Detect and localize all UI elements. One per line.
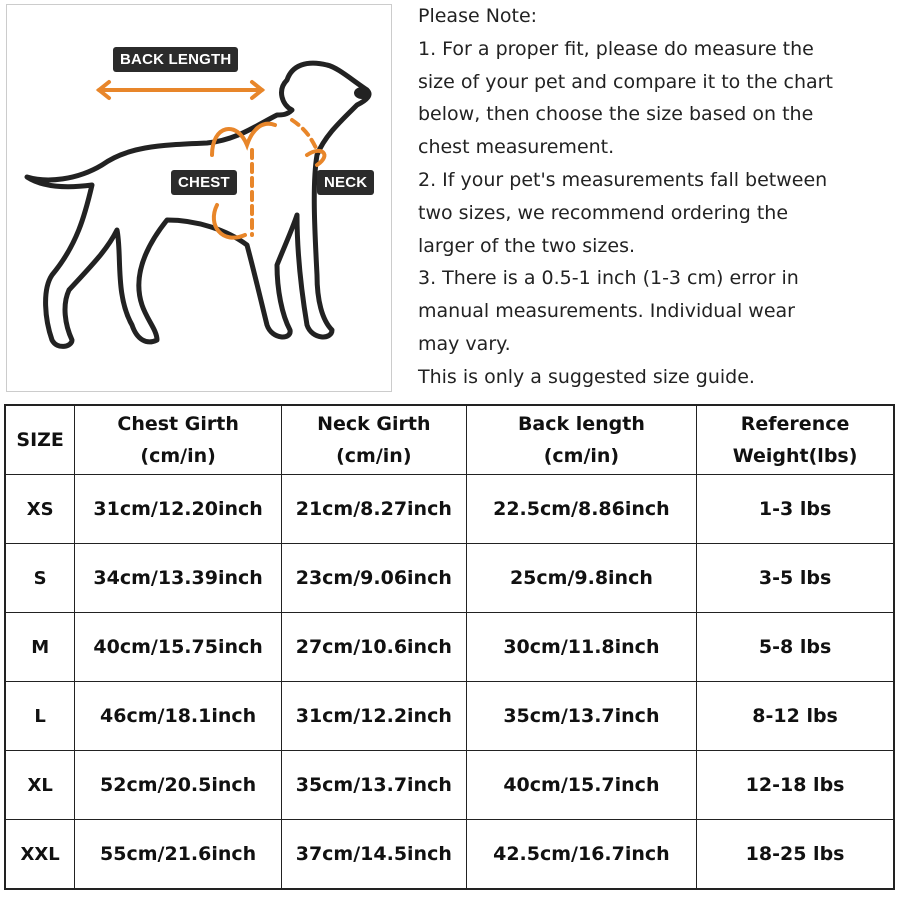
column-header: Chest Girth (cm/in) <box>74 404 282 475</box>
size-notes: Please Note: 1. For a proper fit, please… <box>418 0 898 394</box>
table-cell: 1-3 lbs <box>696 474 895 544</box>
table-cell: 18-25 lbs <box>696 819 895 890</box>
note-line: may vary. <box>418 332 511 355</box>
dog-illustration <box>24 60 372 349</box>
size-cell: XL <box>4 750 76 820</box>
table-cell: 42.5cm/16.7inch <box>465 819 698 890</box>
table-cell: 23cm/9.06inch <box>280 543 467 613</box>
note-line: 3. There is a 0.5-1 inch (1-3 cm) error … <box>418 267 799 290</box>
column-header: Reference Weight(lbs) <box>696 404 895 475</box>
table-cell: 31cm/12.20inch <box>74 474 282 544</box>
size-cell: XXL <box>4 819 76 890</box>
table-row: M 40cm/15.75inch 27cm/10.6inch 30cm/11.8inc… <box>4 612 895 682</box>
size-cell: M <box>4 612 76 682</box>
note-line: two sizes, we recommend ordering the <box>418 201 789 224</box>
table-cell: 12-18 lbs <box>696 750 895 820</box>
column-header: Back length (cm/in) <box>465 404 698 475</box>
table-cell: 46cm/18.1inch <box>74 681 282 751</box>
table-cell: 34cm/13.39inch <box>74 543 282 613</box>
header-line: Reference <box>740 413 850 435</box>
header-line: Neck Girth <box>317 413 431 435</box>
note-line: larger of the two sizes. <box>418 234 636 257</box>
table-cell: 52cm/20.5inch <box>74 750 282 820</box>
size-cell: XS <box>4 474 76 544</box>
table-cell: 35cm/13.7inch <box>280 750 467 820</box>
table-cell: 3-5 lbs <box>696 543 895 613</box>
header-line: SIZE <box>16 429 64 451</box>
table-cell: 30cm/11.8inch <box>465 612 698 682</box>
table-row: XL 52cm/20.5inch 35cm/13.7inch 40cm/15.7inc… <box>4 750 895 820</box>
table-row: XS 31cm/12.20inch 21cm/8.27inch 22.5cm/8.86… <box>4 474 895 544</box>
note-line: size of your pet and compare it to the c… <box>418 70 833 93</box>
note-line: manual measurements. Individual wear <box>418 300 795 323</box>
table-cell: 8-12 lbs <box>696 681 895 751</box>
note-line: 2. If your pet's measurements fall betwe… <box>418 168 828 191</box>
header-line: Back length <box>517 413 645 435</box>
table-cell: 40cm/15.7inch <box>465 750 698 820</box>
header-line: (cm/in) <box>140 445 216 467</box>
chest-label: CHEST <box>171 170 237 195</box>
size-cell: L <box>4 681 76 751</box>
size-chart-table: SIZE Chest Girth (cm/in) Neck Girth (cm/in) B… <box>4 404 895 890</box>
header-line: Chest Girth <box>117 413 239 435</box>
table-cell: 37cm/14.5inch <box>280 819 467 890</box>
table-cell: 40cm/15.75inch <box>74 612 282 682</box>
table-row: XXL 55cm/21.6inch 37cm/14.5inch 42.5cm/16.7… <box>4 819 895 890</box>
table-cell: 25cm/9.8inch <box>465 543 698 613</box>
header-line: (cm/in) <box>336 445 412 467</box>
table-cell: 55cm/21.6inch <box>74 819 282 890</box>
table-cell: 27cm/10.6inch <box>280 612 467 682</box>
table-row: S 34cm/13.39inch 23cm/9.06inch 25cm/9.8inch… <box>4 543 895 613</box>
table-cell: 5-8 lbs <box>696 612 895 682</box>
table-cell: 31cm/12.2inch <box>280 681 467 751</box>
notes-heading: Please Note: <box>418 5 538 27</box>
header-line: (cm/in) <box>543 445 620 467</box>
header-line: Weight(lbs) <box>732 445 858 467</box>
note-line: This is only a suggested size guide. <box>418 365 755 388</box>
note-line: chest measurement. <box>418 136 615 159</box>
dog-measurement-diagram: BACK LENGTH CHEST NECK <box>6 4 392 392</box>
back-length-label: BACK LENGTH <box>113 47 239 72</box>
table-cell: 35cm/13.7inch <box>465 681 698 751</box>
note-line: 1. For a proper fit, please do measure t… <box>418 37 814 60</box>
table-cell: 22.5cm/8.86inch <box>465 474 698 544</box>
column-header: SIZE <box>4 404 76 475</box>
column-header: Neck Girth (cm/in) <box>280 404 467 475</box>
table-cell: 21cm/8.27inch <box>280 474 467 544</box>
table-row: L 46cm/18.1inch 31cm/12.2inch 35cm/13.7inch… <box>4 681 895 751</box>
table-header-row: SIZE Chest Girth (cm/in) Neck Girth (cm/in) B… <box>4 404 895 475</box>
note-line: below, then choose the size based on the <box>418 103 814 126</box>
neck-label: NECK <box>317 170 375 195</box>
size-cell: S <box>4 543 76 613</box>
